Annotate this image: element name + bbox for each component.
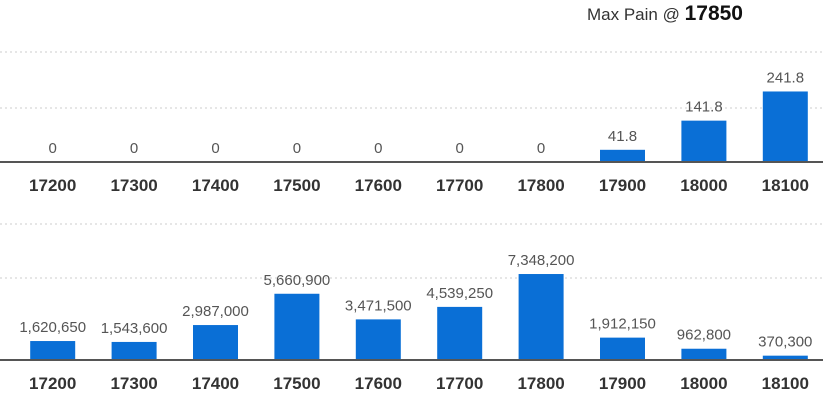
chart-2-tick-label-17800: 17800 (517, 374, 564, 393)
chart-1-tick-label-17200: 17200 (29, 176, 76, 195)
max-pain-title: Max Pain @ 17850 (587, 2, 743, 26)
chart-2-tick-label-18000: 18000 (680, 374, 727, 393)
chart-1-bar-18100 (762, 91, 808, 162)
chart-2-bar-18000 (681, 348, 727, 360)
chart-1-tick-label-17800: 17800 (517, 176, 564, 195)
chart-2: 1,620,650 17200 1,543,600 17300 2,987,000 174… (0, 223, 823, 393)
chart-1-tick-label-17300: 17300 (110, 176, 157, 195)
chart-2-tick-label-17500: 17500 (273, 374, 320, 393)
chart-2-value-label-17500: 5,660,900 (264, 272, 331, 289)
chart-2-tick-label-17700: 17700 (436, 374, 483, 393)
chart-1-value-label-17900: 41.8 (608, 128, 637, 145)
chart-2-bar-17200 (30, 341, 76, 360)
chart-1-tick-label-18000: 18000 (680, 176, 727, 195)
max-pain-strike-value: 17850 (684, 2, 743, 25)
chart-2-bar-17400 (193, 325, 238, 360)
chart-1-tick-label-17600: 17600 (355, 176, 402, 195)
chart-2-bar-17900 (600, 337, 645, 360)
max-pain-label: Max Pain @ (587, 5, 680, 24)
chart-2-bar-17600 (355, 319, 401, 360)
chart-1-value-label-17300: 0 (130, 140, 138, 157)
chart-2-value-label-17600: 3,471,500 (345, 297, 412, 314)
chart-1-value-label-18000: 141.8 (685, 99, 723, 116)
chart-1-tick-label-18100: 18100 (762, 176, 809, 195)
chart-1-tick-label-17400: 17400 (192, 176, 239, 195)
chart-2-value-label-17900: 1,912,150 (589, 316, 656, 333)
chart-1-tick-label-17900: 17900 (599, 176, 646, 195)
chart-2-bar-17300 (111, 341, 157, 360)
chart-2-bar-17500 (274, 293, 320, 360)
chart-2-value-label-17300: 1,543,600 (101, 320, 168, 337)
chart-2-value-label-17200: 1,620,650 (19, 319, 86, 336)
chart-2-value-label-18100: 370,300 (758, 334, 812, 351)
chart-2-value-label-17700: 4,539,250 (426, 285, 493, 302)
chart-2-bar-17800 (518, 274, 564, 360)
chart-1-tick-label-17500: 17500 (273, 176, 320, 195)
chart-1-value-label-17500: 0 (293, 140, 301, 157)
chart-1-value-label-17600: 0 (374, 140, 382, 157)
chart-1-value-label-17700: 0 (456, 140, 464, 157)
chart-1-value-label-17200: 0 (49, 140, 57, 157)
chart-2-tick-label-17200: 17200 (29, 374, 76, 393)
chart-2-bar-17700 (437, 306, 483, 360)
chart-2-tick-label-17400: 17400 (192, 374, 239, 393)
chart-2-value-label-18000: 962,800 (677, 327, 731, 344)
chart-2-tick-label-17600: 17600 (355, 374, 402, 393)
chart-1: 0 17200 0 17300 0 17400 0 17500 0 17600 0 17700 0 178… (0, 51, 823, 195)
chart-2-value-label-17800: 7,348,200 (508, 252, 575, 269)
chart-2-tick-label-17300: 17300 (110, 374, 157, 393)
chart-2-tick-label-18100: 18100 (762, 374, 809, 393)
chart-1-bar-18000 (681, 120, 727, 162)
chart-2-value-label-17400: 2,987,000 (182, 303, 249, 320)
chart-2-tick-label-17900: 17900 (599, 374, 646, 393)
chart-1-bar-17900 (600, 149, 645, 162)
chart-1-value-label-17400: 0 (211, 140, 219, 157)
chart-1-value-label-18100: 241.8 (767, 69, 805, 86)
chart-1-tick-label-17700: 17700 (436, 176, 483, 195)
chart-2-bar-18100 (762, 355, 808, 360)
chart-1-value-label-17800: 0 (537, 140, 545, 157)
